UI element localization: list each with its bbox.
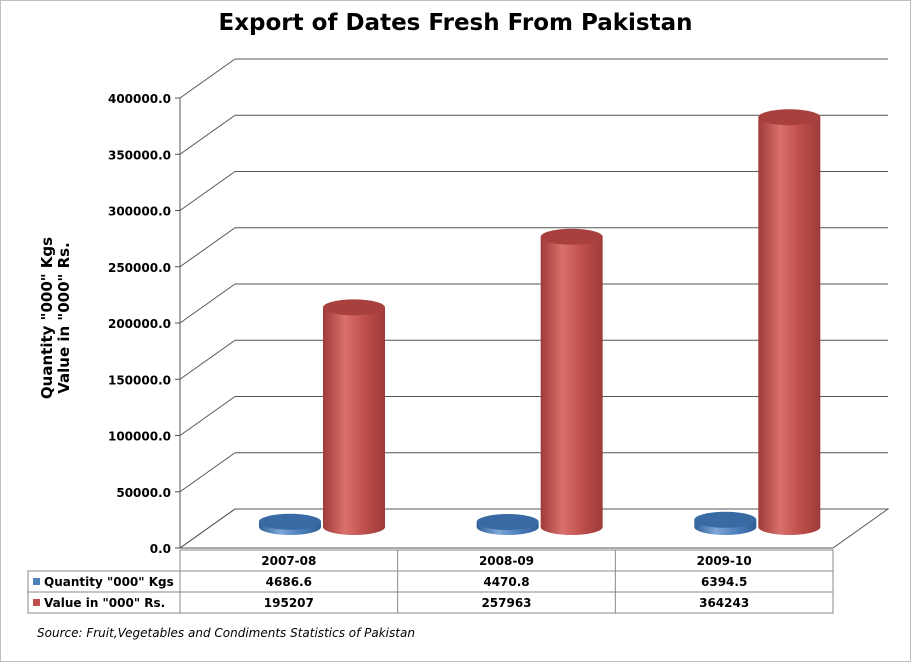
bar-top: [476, 513, 539, 530]
y-tick-label: 100000.0: [108, 430, 171, 444]
bar-quantity: [259, 513, 321, 535]
y-tick-label: 350000.0: [108, 148, 171, 162]
legend-entry: Value in "000" Rs.: [44, 596, 165, 610]
data-label: 4686.6: [266, 575, 312, 589]
x-tick-label: 2008-09: [479, 554, 534, 568]
gridline: [179, 58, 236, 99]
gridline: [179, 396, 236, 436]
data-label: 4470.8: [483, 575, 529, 589]
gridline: [179, 339, 236, 380]
gridline: [179, 227, 236, 268]
y-tick-label: 400000.0: [108, 92, 171, 106]
bar-quantity: [476, 513, 539, 535]
data-table: 2007-08 2008-09 2009-10 Quantity "000" Kgs 4…: [27, 549, 834, 614]
data-label: 195207: [264, 596, 314, 610]
bar-value: [540, 228, 603, 535]
y-axis-title-line: Value in "000" Rs.: [55, 242, 73, 394]
source-note: Source: Fruit,Vegetables and Condiments …: [37, 626, 415, 640]
bar-top: [323, 299, 385, 316]
chart-floor: [178, 508, 890, 549]
legend-swatch: [33, 599, 40, 606]
y-axis-title: Quantity "000" KgsValue in "000" Rs.: [38, 237, 73, 399]
y-tick-label: 250000.0: [108, 261, 171, 275]
y-axis-title-line: Quantity "000" Kgs: [38, 237, 56, 399]
legend-swatch: [33, 578, 40, 585]
bar-body: [758, 117, 821, 535]
x-tick-label: 2007-08: [261, 554, 316, 568]
bar-top: [540, 228, 603, 245]
y-tick-label: 200000.0: [108, 317, 171, 331]
legend-entry: Quantity "000" Kgs: [44, 575, 174, 589]
gridline: [179, 452, 236, 493]
data-label: 6394.5: [701, 575, 747, 589]
y-tick-label: 0.0: [150, 542, 171, 556]
bar-top: [758, 109, 821, 126]
x-tick-label: 2009-10: [697, 554, 752, 568]
data-label: 364243: [699, 596, 749, 610]
bar-body: [540, 236, 603, 535]
y-tick-label: 150000.0: [108, 373, 171, 387]
bar-top: [259, 513, 321, 530]
bar-body: [323, 307, 385, 535]
bar-quantity: [694, 511, 757, 535]
y-tick-label: 300000.0: [108, 205, 171, 219]
y-tick-label: 50000.0: [116, 486, 171, 500]
chart-title: Export of Dates Fresh From Pakistan: [218, 10, 693, 36]
gridline: [179, 114, 236, 155]
bar-value: [758, 109, 821, 535]
gridline: [179, 283, 236, 324]
gridline: [179, 171, 236, 211]
bar-value: [323, 299, 385, 535]
bar-top: [694, 511, 757, 528]
data-label: 257963: [481, 596, 531, 610]
